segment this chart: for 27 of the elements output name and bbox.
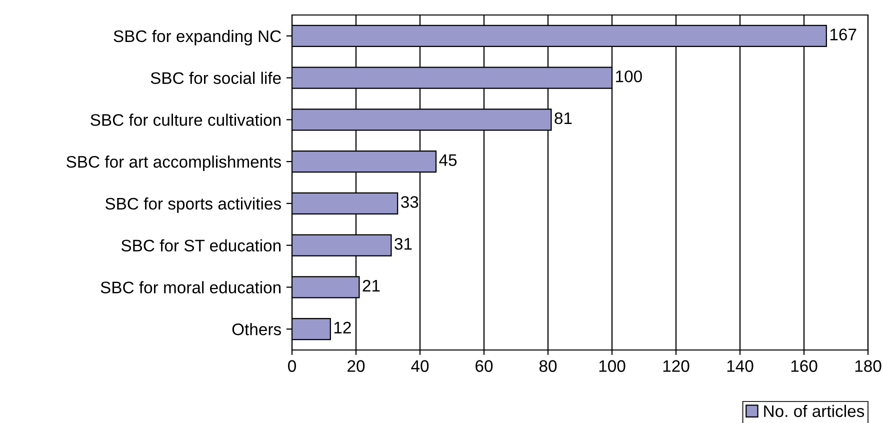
data-label: 100 [616,70,642,82]
x-tick-label: 0 [288,360,296,372]
y-tick-label: SBC for social life [150,72,281,84]
data-label: 12 [334,322,351,334]
x-tick-label: 100 [599,360,626,372]
y-tick-label: SBC for ST education [121,239,281,252]
y-tick-label: SBC for art accomplishments [66,156,281,172]
y-tick-label: SBC for culture cultivation [90,114,281,126]
x-tick-label: 40 [411,360,429,372]
data-label: 81 [554,112,572,124]
data-label: 33 [401,196,418,208]
x-tick-label: 80 [539,360,557,372]
y-tick-label: SBC for moral education [100,281,281,294]
data-label: 31 [394,238,412,250]
data-label: 21 [362,280,380,292]
x-tick-label: 60 [476,360,493,372]
legend-label: No. of articles [764,404,864,418]
x-tick-label: 20 [348,360,365,372]
x-tick-label: 120 [663,360,690,372]
data-label: 167 [830,28,856,40]
x-tick-label: 180 [855,360,882,372]
y-tick-label: SBC for expanding NC [114,30,281,46]
x-tick-label: 140 [727,360,754,372]
y-tick-label: Others [232,323,281,336]
x-tick-label: 160 [791,360,818,372]
data-label: 45 [439,154,457,166]
y-tick-label: SBC for sports activities [105,197,281,213]
